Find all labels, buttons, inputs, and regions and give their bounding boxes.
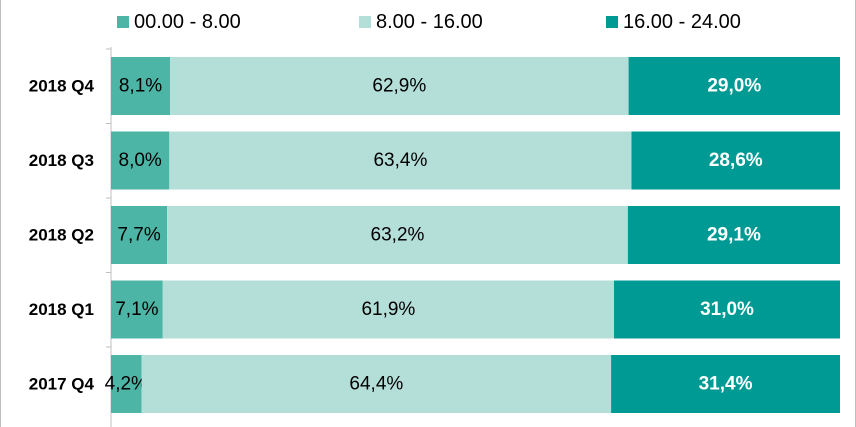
- data-label-series-2: 64,4%: [349, 374, 403, 395]
- legend-label-series-2: 8.00 - 16.00: [376, 10, 483, 33]
- bar-segment-series-1: [111, 355, 142, 413]
- data-label-series-3: 29,1%: [707, 225, 761, 246]
- bar-segment-series-2: [169, 131, 632, 190]
- data-label-series-1: 7,7%: [117, 225, 160, 246]
- category-label: 2018 Q3: [29, 151, 94, 170]
- legend-item-series-3: 16.00 - 24.00: [606, 8, 741, 36]
- legend-swatch-series-1: [117, 16, 129, 28]
- data-label-series-1: 8,0%: [119, 150, 162, 171]
- bar-segment-series-2: [141, 355, 612, 413]
- bar-segment-series-1: [111, 57, 171, 115]
- data-label-series-1: 7,1%: [115, 299, 158, 320]
- legend-item-series-2: 8.00 - 16.00: [359, 8, 483, 36]
- data-label-series-1: 4,2%: [105, 374, 148, 395]
- legend-label-series-1: 00.00 - 8.00: [134, 10, 241, 33]
- category-label: 2017 Q4: [29, 375, 95, 394]
- category-label: 2018 Q1: [29, 300, 94, 319]
- legend-swatch-series-2: [359, 16, 371, 28]
- data-label-series-3: 28,6%: [709, 150, 763, 171]
- bar-segment-series-1: [111, 131, 170, 190]
- legend-item-series-1: 00.00 - 8.00: [117, 8, 241, 36]
- data-label-series-2: 61,9%: [361, 299, 415, 320]
- data-label-series-2: 62,9%: [372, 76, 426, 97]
- data-label-series-3: 31,0%: [700, 299, 754, 320]
- data-label-series-3: 29,0%: [707, 76, 761, 97]
- legend-swatch-series-3: [606, 16, 618, 28]
- data-label-series-2: 63,4%: [373, 150, 427, 171]
- bar-segment-series-1: [111, 280, 163, 339]
- bar-segment-series-3: [614, 280, 840, 339]
- data-label-series-1: 8,1%: [119, 76, 162, 97]
- bar-segment-series-3: [611, 355, 840, 413]
- bar-segment-series-3: [628, 57, 840, 115]
- legend-label-series-3: 16.00 - 24.00: [623, 10, 741, 33]
- bar-segment-series-3: [631, 131, 840, 190]
- bar-segment-series-1: [111, 206, 168, 264]
- category-label: 2018 Q2: [29, 226, 94, 245]
- bar-segment-series-3: [627, 206, 840, 264]
- legend: 00.00 - 8.00 8.00 - 16.00 16.00 - 24.00: [1, 8, 856, 36]
- bar-segment-series-2: [167, 206, 628, 264]
- category-label: 2018 Q4: [29, 77, 95, 96]
- bar-segment-series-2: [162, 280, 615, 339]
- data-label-series-2: 63,2%: [371, 225, 425, 246]
- data-label-series-3: 31,4%: [699, 374, 753, 395]
- bar-segment-series-2: [170, 57, 629, 115]
